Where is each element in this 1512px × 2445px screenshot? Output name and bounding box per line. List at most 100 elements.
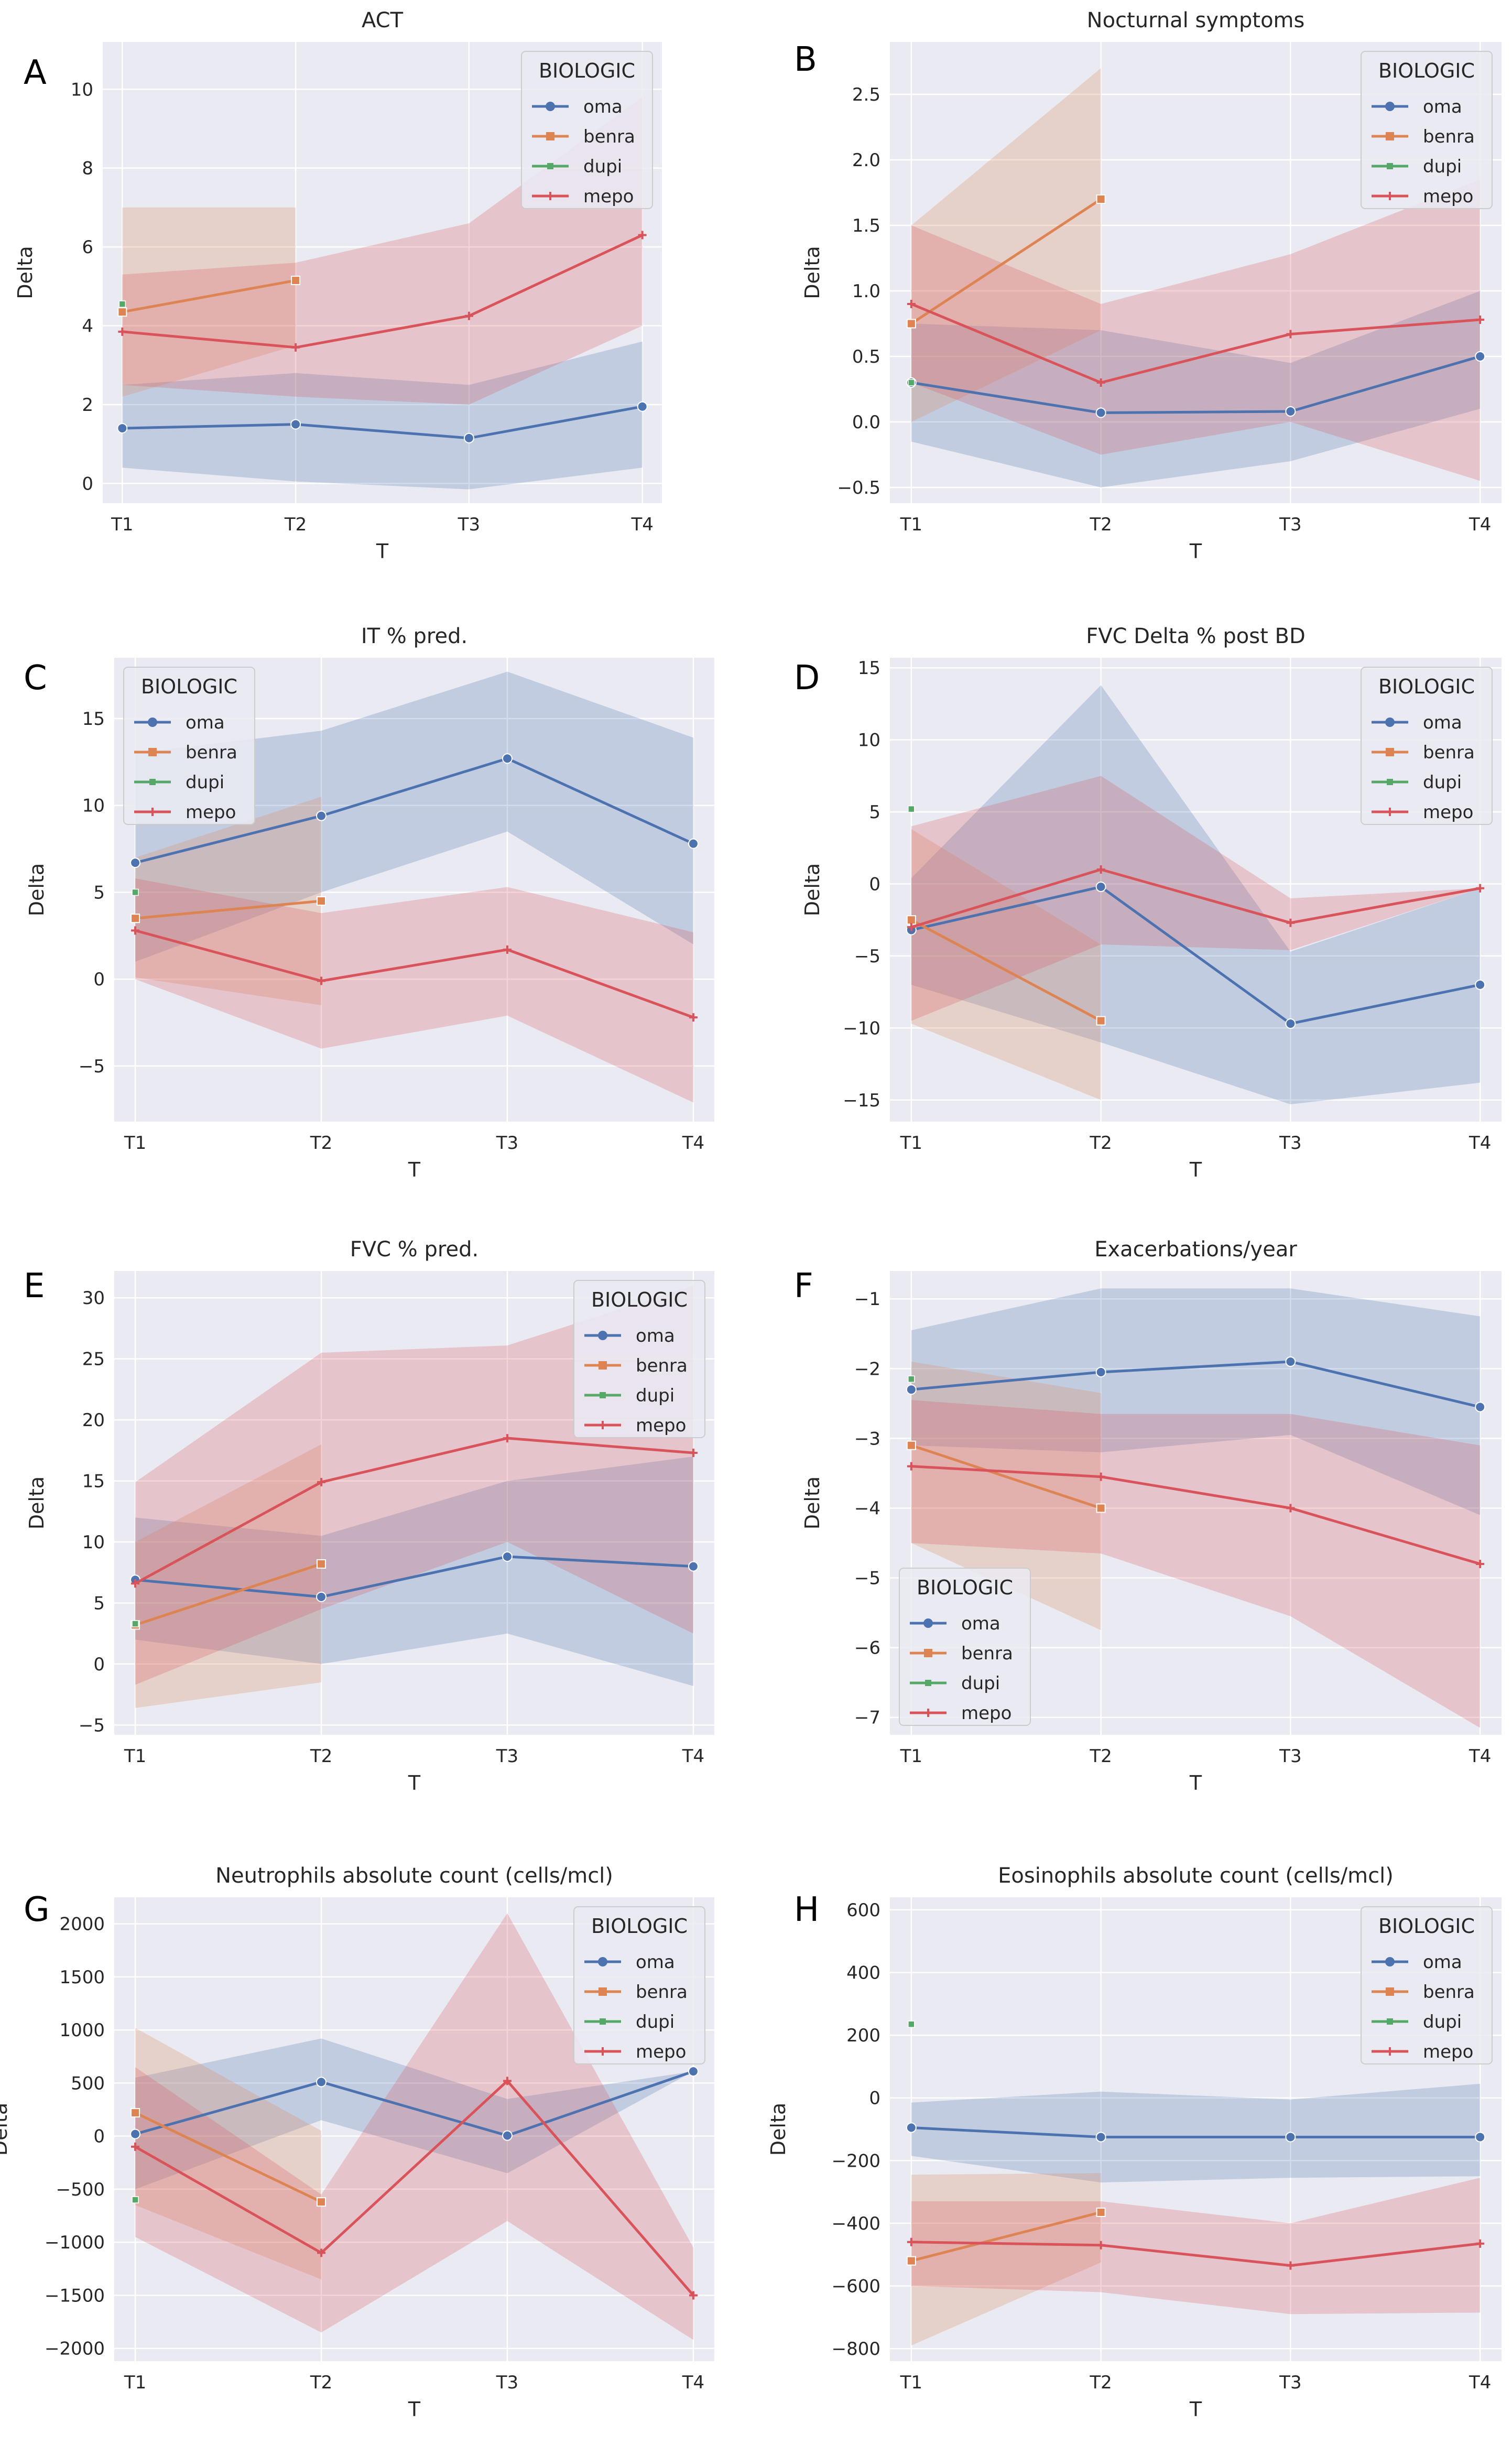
legend-label-dupi: dupi bbox=[583, 156, 622, 177]
legend-label-benra: benra bbox=[1423, 1982, 1475, 2003]
y-axis-label: Delta bbox=[801, 863, 824, 916]
y-tick-label: 0 bbox=[93, 1654, 105, 1675]
data-point-mepo bbox=[1096, 865, 1105, 874]
ci-band-benra bbox=[135, 797, 322, 1005]
data-point-benra bbox=[1096, 2207, 1106, 2217]
x-tick-label: T2 bbox=[1089, 514, 1112, 535]
ci-band-benra bbox=[135, 2028, 322, 2280]
legend-marker-oma bbox=[1385, 102, 1395, 111]
ci-band-oma bbox=[122, 341, 643, 490]
y-tick-label: −2 bbox=[854, 1359, 880, 1379]
legend-box bbox=[123, 667, 255, 825]
x-axis-label: T bbox=[408, 2398, 421, 2421]
x-axis-label: T bbox=[408, 1158, 421, 1181]
y-tick-label: 25 bbox=[82, 1349, 105, 1370]
ci-band-oma bbox=[911, 291, 1481, 487]
x-tick-label: T3 bbox=[496, 2372, 518, 2393]
legend-marker-oma bbox=[598, 1331, 607, 1340]
legend-label-dupi: dupi bbox=[1423, 156, 1462, 177]
data-point-mepo bbox=[907, 1462, 916, 1471]
legend-label-mepo: mepo bbox=[186, 802, 236, 823]
data-point-mepo bbox=[907, 300, 916, 308]
legend-label-mepo: mepo bbox=[961, 1703, 1011, 1724]
x-axis-label: T bbox=[1189, 540, 1202, 563]
legend-marker-dupi bbox=[925, 1680, 931, 1686]
x-tick-label: T2 bbox=[310, 1133, 332, 1154]
legend-box bbox=[573, 1906, 705, 2064]
panel-title: FVC Delta % post BD bbox=[1086, 624, 1306, 648]
ci-band-mepo bbox=[911, 776, 1481, 1021]
y-tick-label: 10 bbox=[858, 730, 880, 751]
data-point-oma bbox=[1285, 406, 1296, 417]
y-tick-label: −0.5 bbox=[837, 477, 880, 498]
legend-label-dupi: dupi bbox=[1423, 2012, 1462, 2033]
ci-band-mepo bbox=[135, 1285, 693, 1685]
series-line-oma bbox=[911, 2126, 1481, 2138]
legend-marker-dupi bbox=[600, 1392, 606, 1398]
y-tick-label: 2 bbox=[82, 395, 93, 416]
legend-box bbox=[1361, 51, 1493, 209]
data-point-mepo bbox=[907, 922, 916, 931]
y-tick-label: −4 bbox=[854, 1498, 880, 1519]
data-point-mepo bbox=[1096, 2241, 1105, 2250]
y-tick-label: 0 bbox=[82, 473, 93, 494]
legend-marker-mepo bbox=[599, 2047, 607, 2056]
panel-b: B −0.5 0.0 0.5 1.0 1.5 2.0 2.5 T1 T2 T3 T4 T Delta Noc… bbox=[794, 8, 1502, 563]
data-point-dupi bbox=[118, 300, 126, 308]
panel-e: E −5 0 5 10 15 20 25 30 T1 T2 T3 T4 T Delta FVC % pred.… bbox=[24, 1237, 714, 1795]
x-tick-label: T4 bbox=[1469, 1746, 1491, 1767]
x-tick-label: T1 bbox=[900, 1133, 922, 1154]
data-point-mepo bbox=[689, 1013, 698, 1022]
x-tick-label: T4 bbox=[682, 2372, 704, 2393]
y-tick-label: 1.5 bbox=[852, 215, 880, 236]
data-point-oma bbox=[1285, 1356, 1296, 1367]
x-tick-label: T1 bbox=[900, 514, 922, 535]
legend-label-mepo: mepo bbox=[1423, 802, 1473, 823]
y-tick-label: 0 bbox=[869, 2088, 880, 2109]
y-tick-label: 20 bbox=[82, 1410, 105, 1431]
legend-title: BIOLOGIC bbox=[1378, 59, 1475, 82]
data-point-oma bbox=[688, 1561, 699, 1572]
y-tick-label: 0 bbox=[869, 874, 880, 895]
legend: BIOLOGIC oma benra dupi mepo bbox=[899, 1568, 1031, 1726]
legend-label-mepo: mepo bbox=[636, 1415, 686, 1436]
legend-marker-oma bbox=[1385, 718, 1395, 727]
ci-band-benra bbox=[911, 2173, 1101, 2346]
legend-label-oma: oma bbox=[636, 1952, 675, 1973]
series-line-mepo bbox=[134, 1437, 694, 1585]
series-line-mepo bbox=[910, 302, 1481, 384]
y-tick-label: 5 bbox=[93, 1593, 105, 1614]
y-tick-label: 30 bbox=[82, 1288, 105, 1309]
y-tick-label: 0 bbox=[93, 2126, 105, 2147]
legend-marker-dupi bbox=[1387, 163, 1393, 169]
data-point-mepo bbox=[1096, 378, 1105, 387]
ci-band-benra bbox=[135, 1444, 322, 1708]
legend-label-oma: oma bbox=[961, 1613, 1000, 1634]
panel-letter: E bbox=[24, 1267, 45, 1306]
data-point-oma bbox=[316, 810, 327, 821]
data-point-oma bbox=[906, 2122, 917, 2133]
x-tick-label: T3 bbox=[1279, 1746, 1301, 1767]
data-point-mepo bbox=[1476, 884, 1485, 893]
data-point-oma bbox=[1095, 1366, 1106, 1377]
y-tick-label: 200 bbox=[846, 2025, 880, 2046]
data-point-oma bbox=[130, 2128, 141, 2139]
ci-band-benra bbox=[911, 1362, 1101, 1631]
legend-marker-benra bbox=[1386, 1987, 1394, 1996]
legend-label-benra: benra bbox=[961, 1643, 1013, 1664]
y-tick-label: 10 bbox=[82, 796, 105, 817]
y-axis-label: Delta bbox=[25, 1476, 48, 1529]
y-axis-label: Delta bbox=[767, 2103, 790, 2156]
data-point-mepo bbox=[131, 1579, 140, 1588]
data-point-mepo bbox=[317, 1477, 326, 1486]
y-tick-label: 0.0 bbox=[852, 412, 880, 433]
legend-marker-mepo bbox=[924, 1709, 932, 1717]
y-tick-label: 15 bbox=[82, 709, 105, 730]
legend-label-dupi: dupi bbox=[961, 1673, 1000, 1694]
legend: BIOLOGIC oma benra dupi mepo bbox=[1361, 667, 1493, 825]
y-tick-label: −1000 bbox=[45, 2232, 105, 2253]
x-tick-label: T3 bbox=[496, 1746, 518, 1767]
data-point-oma bbox=[906, 1384, 917, 1395]
legend-box bbox=[573, 1280, 705, 1438]
